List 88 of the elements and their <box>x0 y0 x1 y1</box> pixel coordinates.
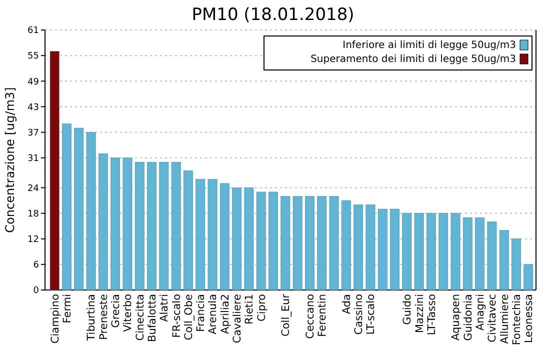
y-axis-title: Concentrazione [ug/m3] <box>3 87 17 233</box>
x-tick-label: Alatri <box>158 294 171 322</box>
x-tick-label: Cavaliere <box>232 294 244 344</box>
x-tick-label: Cassino <box>352 294 365 335</box>
bar <box>524 264 534 290</box>
bar <box>256 192 266 290</box>
x-tick-label: Guido <box>402 294 414 325</box>
y-tick-label: 0 <box>33 286 40 296</box>
x-tick-label: Leonessa <box>523 294 536 344</box>
bar <box>475 217 485 290</box>
bar <box>134 162 144 290</box>
bar <box>159 162 169 290</box>
x-tick-label: Mazzini <box>414 294 426 334</box>
x-tick-label: Fontechia <box>510 294 523 346</box>
bar <box>450 213 460 290</box>
y-tick-label: 37 <box>28 128 39 138</box>
bar <box>50 51 60 290</box>
x-tick-label: Ferentin <box>316 294 329 337</box>
bar <box>305 196 314 290</box>
bar <box>438 213 448 290</box>
bar <box>62 124 72 290</box>
bar <box>74 128 84 290</box>
bar <box>378 208 388 290</box>
bar <box>208 179 218 290</box>
x-tick-label: Allumiere <box>498 294 511 344</box>
bar <box>244 188 254 290</box>
bar <box>317 196 327 290</box>
bar <box>499 230 509 290</box>
bar <box>184 170 193 290</box>
bar <box>366 204 376 290</box>
x-tick-label: Viterbo <box>122 294 134 332</box>
y-tick-label: 6 <box>33 260 40 271</box>
bar <box>354 204 364 290</box>
bar <box>402 213 412 290</box>
x-tick-label: FR-scalo <box>170 294 183 338</box>
x-tick-label: Fermi <box>61 294 74 324</box>
x-tick-label: Ceccano <box>304 294 316 339</box>
bar <box>341 200 351 290</box>
x-tick-label: Ada <box>340 294 353 314</box>
bar <box>220 183 230 290</box>
y-tick-label: 18 <box>28 209 40 220</box>
bar <box>110 158 120 290</box>
bar <box>268 192 278 290</box>
y-tick-label: 55 <box>28 52 39 62</box>
legend-label: Superamento dei limiti di legge 50ug/m3 <box>310 54 516 65</box>
legend-label: Inferiore ai limiti di legge 50ug/m3 <box>342 40 516 51</box>
y-tick-label: 43 <box>28 102 39 113</box>
x-tick-label: LT-Tasso <box>426 294 438 336</box>
bar <box>329 196 339 290</box>
bar <box>98 153 108 290</box>
x-tick-label: Civitavec <box>486 294 499 342</box>
x-tick-label: Cinecitta <box>134 294 146 341</box>
x-tick-label: Grecia <box>110 294 122 328</box>
bar <box>196 179 206 290</box>
bar <box>232 188 242 290</box>
x-tick-label: Coll_Obe <box>182 294 195 340</box>
bar <box>414 213 424 290</box>
x-tick-label: Coll_Eur <box>280 293 292 336</box>
y-tick-label: 31 <box>28 154 39 164</box>
bar <box>280 196 290 290</box>
bar <box>147 162 156 290</box>
y-tick-label: 12 <box>28 235 39 245</box>
bar <box>426 213 436 290</box>
x-tick-label: Aquapen <box>450 294 462 341</box>
x-tick-label: Tiburtina <box>86 294 98 342</box>
x-tick-label: Aprilia2 <box>219 294 232 334</box>
x-tick-label: Cipro <box>256 294 268 322</box>
x-tick-label: Guidonia <box>462 294 474 341</box>
x-tick-label: Arenula <box>207 294 220 334</box>
bar <box>122 158 132 290</box>
x-tick-label: Preneste <box>98 294 110 340</box>
x-tick-label: Ciampino <box>49 294 62 344</box>
chart-title: PM10 (18.01.2018) <box>192 5 354 25</box>
bar <box>390 208 400 290</box>
y-tick-label: 61 <box>28 26 39 36</box>
x-tick-label: LT-scalo <box>365 294 378 335</box>
y-tick-label: 24 <box>28 184 40 194</box>
bar <box>512 238 521 290</box>
bar <box>462 217 472 290</box>
x-tick-label: Anagni <box>474 294 486 331</box>
x-tick-label: Bufalotta <box>146 294 158 342</box>
x-tick-label: Rieti1 <box>244 294 256 324</box>
bar <box>292 196 302 290</box>
bar <box>86 132 96 290</box>
bar <box>171 162 181 290</box>
x-tick-label: Francia <box>195 294 208 332</box>
y-tick-label: 49 <box>28 77 40 88</box>
bar <box>487 222 497 290</box>
